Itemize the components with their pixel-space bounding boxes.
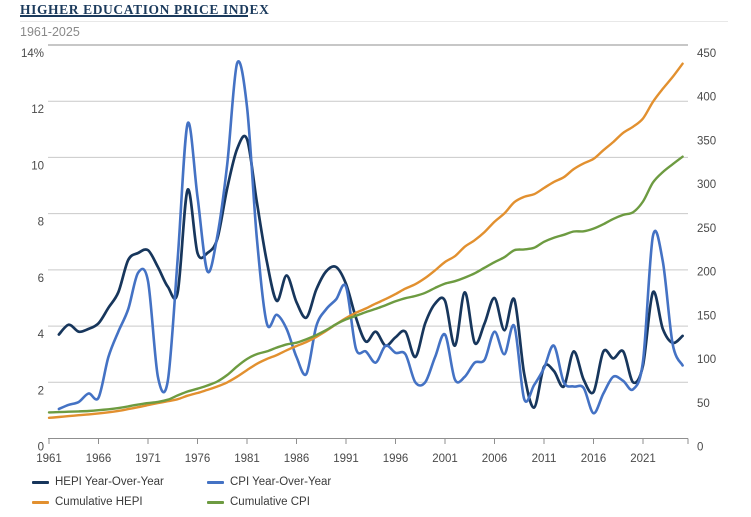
cum-hepi-swatch xyxy=(32,500,49,504)
legend-item-cum-cpi: Cumulative CPI xyxy=(207,496,331,508)
legend-item-cum-hepi: Cumulative HEPI xyxy=(32,496,207,508)
chart-legend: HEPI Year-Over-Year CPI Year-Over-Year C… xyxy=(32,476,331,508)
y-axis-left-label: 12 xyxy=(31,104,44,116)
y-axis-right-label: 50 xyxy=(697,398,710,410)
cum-cpi-swatch xyxy=(207,500,224,504)
x-axis-label: 1961 xyxy=(36,453,62,465)
y-axis-right-label: 0 xyxy=(697,442,703,454)
x-axis-label: 1986 xyxy=(284,453,310,465)
x-axis-label: 2016 xyxy=(581,453,607,465)
y-axis-right-label: 200 xyxy=(697,267,716,279)
y-axis-right-label: 450 xyxy=(697,48,716,60)
y-axis-right-label: 250 xyxy=(697,223,716,235)
y-axis-left-label: 4 xyxy=(38,329,45,341)
y-axis-left-label: 14% xyxy=(21,48,44,60)
x-axis-label: 2011 xyxy=(532,453,557,465)
x-axis-label: 1966 xyxy=(86,453,112,465)
legend-label: HEPI Year-Over-Year xyxy=(55,476,164,488)
y-axis-right-label: 300 xyxy=(697,179,716,191)
header-divider xyxy=(20,21,728,22)
y-axis-right-label: 100 xyxy=(697,354,716,366)
x-axis-label: 2001 xyxy=(432,453,458,465)
x-axis-label: 1981 xyxy=(234,453,260,465)
y-axis-left-label: 10 xyxy=(31,160,44,172)
x-axis-label: 2006 xyxy=(482,453,508,465)
y-axis-left-label: 0 xyxy=(38,442,44,454)
x-axis-label: 1991 xyxy=(333,453,359,465)
legend-label: CPI Year-Over-Year xyxy=(230,476,332,488)
cpi-yoy-swatch xyxy=(207,480,224,484)
y-axis-left-label: 2 xyxy=(38,385,44,397)
legend-label: Cumulative CPI xyxy=(230,496,310,508)
y-axis-right-label: 400 xyxy=(697,92,716,104)
legend-item-hepi-yoy: HEPI Year-Over-Year xyxy=(32,476,207,488)
y-axis-left-label: 8 xyxy=(38,217,44,229)
x-axis-label: 1971 xyxy=(135,453,161,465)
series-line-cum-hepi xyxy=(47,62,684,419)
y-axis-right-label: 350 xyxy=(697,135,716,147)
page-title: HIGHER EDUCATION PRICE INDEX xyxy=(20,2,270,17)
series-line-cum-cpi xyxy=(47,155,684,414)
legend-label: Cumulative HEPI xyxy=(55,496,143,508)
hepi-yoy-swatch xyxy=(32,480,49,484)
series-line-hepi-yoy xyxy=(57,134,684,409)
title-underline xyxy=(20,15,248,17)
x-axis-label: 2021 xyxy=(630,453,656,465)
y-axis-left-label: 6 xyxy=(38,273,44,285)
series-line-cpi-yoy xyxy=(57,60,684,415)
legend-item-cpi-yoy: CPI Year-Over-Year xyxy=(207,476,331,488)
x-axis-label: 1976 xyxy=(185,453,211,465)
chart-subtitle: 1961-2025 xyxy=(20,25,80,39)
x-axis-label: 1996 xyxy=(383,453,409,465)
y-axis-right-label: 150 xyxy=(697,310,716,322)
